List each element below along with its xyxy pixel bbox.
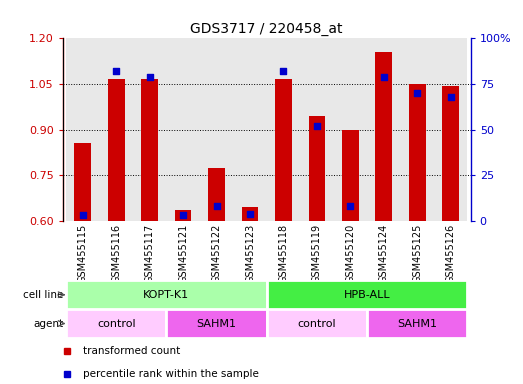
Point [179,212,187,218]
Point [413,90,422,96]
Text: control: control [97,318,135,329]
Bar [401,38,434,221]
Bar [141,79,158,221]
Text: SAHM1: SAHM1 [197,318,236,329]
Bar [442,86,459,221]
Point [246,210,254,217]
Point [447,94,455,100]
Bar [66,38,99,221]
Bar [175,210,191,221]
Bar [66,280,267,309]
Bar [267,38,300,221]
Bar [334,38,367,221]
Text: agent: agent [33,318,63,329]
Bar [367,38,401,221]
Point [380,74,388,80]
Text: KOPT-K1: KOPT-K1 [143,290,189,300]
Bar [74,143,91,221]
Point [313,123,321,129]
Text: cell line: cell line [22,290,63,300]
Text: percentile rank within the sample: percentile rank within the sample [83,369,259,379]
Bar [300,38,334,221]
Bar [342,129,359,221]
Bar [242,207,258,221]
Bar [166,38,200,221]
Text: SAHM1: SAHM1 [397,318,437,329]
Bar [434,38,468,221]
Text: transformed count: transformed count [83,346,180,356]
Point [346,203,355,209]
Bar [275,79,292,221]
Bar [166,309,267,338]
Bar [376,52,392,221]
Point [145,74,154,80]
Bar [200,38,233,221]
Bar [367,309,468,338]
Bar [133,38,166,221]
Bar [208,167,225,221]
Bar [309,116,325,221]
Point [279,68,288,74]
Bar [66,309,166,338]
Bar [409,84,426,221]
Point [78,212,87,218]
Title: GDS3717 / 220458_at: GDS3717 / 220458_at [190,22,343,36]
Text: HPB-ALL: HPB-ALL [344,290,390,300]
Bar [267,309,367,338]
Bar [267,280,468,309]
Text: control: control [298,318,336,329]
Bar [99,38,133,221]
Bar [233,38,267,221]
Point [212,203,221,209]
Bar [108,79,124,221]
Point [112,68,120,74]
